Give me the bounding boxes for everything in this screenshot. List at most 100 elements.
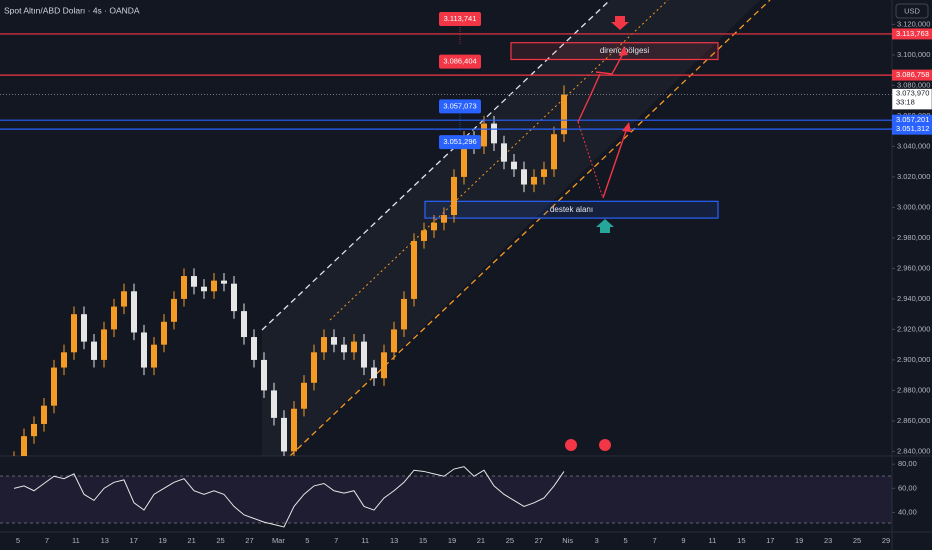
candle-body xyxy=(541,169,547,177)
y-tick-label: 3.040,000 xyxy=(897,141,930,150)
projection-arrow xyxy=(577,73,601,123)
candle-body xyxy=(61,352,67,368)
level-tag xyxy=(892,28,932,40)
price-marker-label: 3.057,073 xyxy=(443,101,476,110)
candle-body xyxy=(121,291,127,307)
y-tick-label: 3.020,000 xyxy=(897,172,930,181)
level-tag xyxy=(892,114,932,126)
level-label: 3.113,763 xyxy=(896,29,929,38)
projection-arrow xyxy=(577,121,604,199)
candle-body xyxy=(201,286,207,292)
candle-body xyxy=(221,280,227,284)
candle-body xyxy=(101,329,107,360)
x-tick-label: 21 xyxy=(187,536,195,545)
candle-body xyxy=(361,341,367,368)
x-tick-label: 9 xyxy=(681,536,685,545)
level-label: 3.051,312 xyxy=(896,124,929,133)
candle-body xyxy=(451,176,457,216)
candle-body xyxy=(191,276,197,287)
x-tick-label: 25 xyxy=(216,536,224,545)
x-tick-label: 7 xyxy=(45,536,49,545)
candle-body xyxy=(411,240,417,299)
rsi-line xyxy=(13,466,565,528)
level-label: 3.057,201 xyxy=(896,115,929,124)
currency: USD xyxy=(904,6,920,15)
event-icon xyxy=(565,439,577,451)
x-tick-label: 17 xyxy=(766,536,774,545)
candle-body xyxy=(521,169,527,185)
level-tag xyxy=(892,123,932,135)
x-tick-label: 11 xyxy=(361,536,369,545)
candle-body xyxy=(551,134,557,170)
candle-body xyxy=(171,298,177,322)
x-tick-label: 19 xyxy=(158,536,166,545)
y-tick-label: 2.980,000 xyxy=(897,233,930,242)
y-tick-label: 2.840,000 xyxy=(897,446,930,455)
zone-label: destek alanı xyxy=(550,205,593,214)
candle-body xyxy=(391,329,397,353)
candle-body xyxy=(441,215,447,223)
candle-body xyxy=(21,436,27,456)
x-tick-label: 13 xyxy=(390,536,398,545)
x-tick-label: 5 xyxy=(305,536,309,545)
x-tick-label: 29 xyxy=(882,536,890,545)
y-tick-label: 3.120,000 xyxy=(897,19,930,28)
currency-box xyxy=(895,3,929,19)
candle-body xyxy=(321,337,327,353)
rsi-tick-label: 80,00 xyxy=(898,459,917,468)
candle-body xyxy=(251,337,257,360)
x-tick-label: 21 xyxy=(477,536,485,545)
candle-body xyxy=(31,423,37,437)
up-arrow-icon xyxy=(596,219,614,233)
candle-body xyxy=(131,291,137,333)
zone xyxy=(424,200,719,219)
y-tick-label: 2.920,000 xyxy=(897,324,930,333)
x-tick-label: 7 xyxy=(334,536,338,545)
x-tick-label: 25 xyxy=(506,536,514,545)
price-marker-label: 3.051,296 xyxy=(443,137,476,146)
last-price-tag xyxy=(891,88,932,110)
candle-body xyxy=(401,298,407,330)
candle-body xyxy=(301,382,307,409)
candle-body xyxy=(91,341,97,360)
event-icon xyxy=(599,439,611,451)
last-price-label: 3.073,970 xyxy=(896,89,929,98)
candle-body xyxy=(161,321,167,345)
rsi-tick-label: 40,00 xyxy=(898,507,917,516)
candle-body xyxy=(511,161,517,170)
x-tick-label: 3 xyxy=(595,536,599,545)
arrow-head xyxy=(619,46,628,56)
candle-body xyxy=(371,367,377,379)
x-tick-label: 19 xyxy=(795,536,803,545)
candle-body xyxy=(341,344,347,353)
price-marker xyxy=(439,54,481,69)
level-tag xyxy=(892,69,932,81)
down-arrow-icon xyxy=(611,16,629,30)
marks-layer: 2.840,000 2.860,000 2.880,000 2.900,000 2.92… xyxy=(0,11,932,545)
x-tick-label: 27 xyxy=(245,536,253,545)
channel-lower xyxy=(289,0,771,456)
x-tick-label: 19 xyxy=(448,536,456,545)
projection-arrow xyxy=(602,127,628,199)
candle-body xyxy=(501,143,507,162)
y-tick-label: 2.940,000 xyxy=(897,294,930,303)
y-tick-label: 2.860,000 xyxy=(897,416,930,425)
candle-body xyxy=(141,332,147,368)
candle-body xyxy=(381,352,387,379)
rsi-tick-label: 60,00 xyxy=(898,483,917,492)
x-tick-label: 11 xyxy=(72,536,80,545)
candle-body xyxy=(231,283,237,312)
candle-body xyxy=(311,352,317,383)
channel xyxy=(261,0,771,456)
candle-body xyxy=(531,176,537,185)
x-tick-label: 5 xyxy=(624,536,628,545)
x-tick-label: 27 xyxy=(535,536,543,545)
level-label: 3.086,758 xyxy=(896,70,929,79)
x-tick-label: 13 xyxy=(101,536,109,545)
x-tick-label: 5 xyxy=(16,536,20,545)
x-tick-label: Mar xyxy=(272,536,285,545)
x-tick-label: 15 xyxy=(419,536,427,545)
candle-body xyxy=(481,123,487,147)
